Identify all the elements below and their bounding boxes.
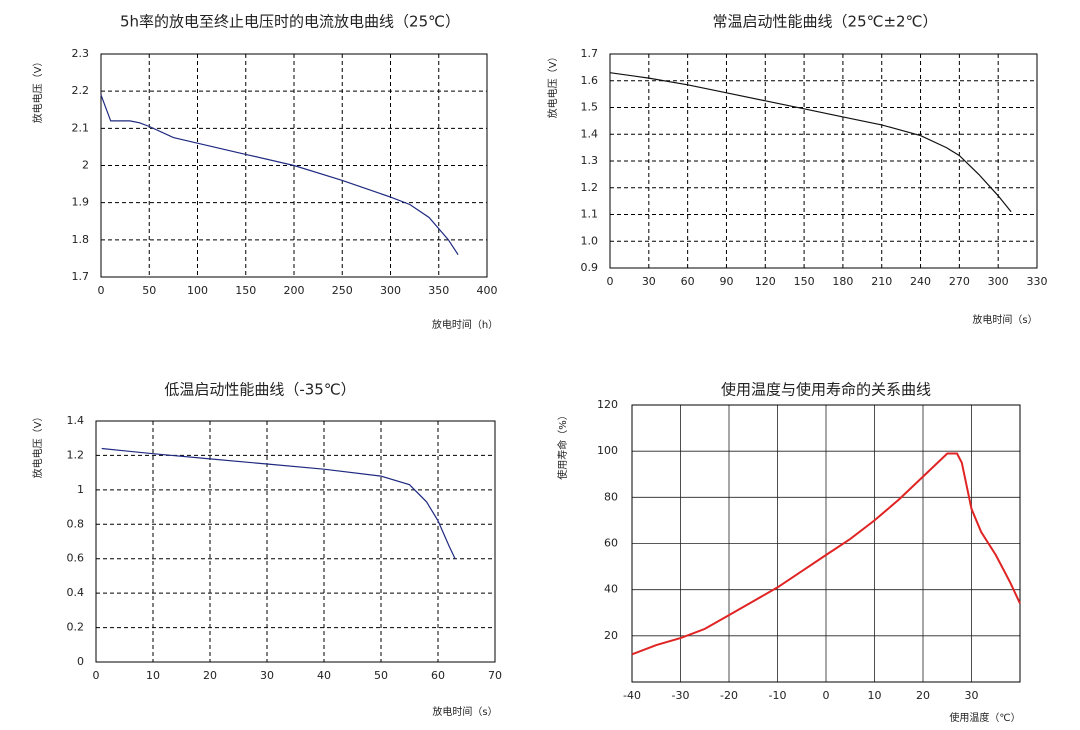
x-tick-label: 60 (431, 669, 445, 682)
y-tick-label: 1.6 (581, 74, 599, 87)
x-tick-label: 30 (260, 669, 274, 682)
x-tick-label: 150 (794, 275, 815, 288)
x-tick-label: -10 (769, 689, 787, 702)
y-tick-label: 1.9 (72, 196, 90, 209)
x-tick-label: 20 (916, 689, 930, 702)
y-tick-label: 2.3 (72, 47, 90, 60)
x-tick-label: 0 (93, 669, 100, 682)
x-tick-label: 350 (428, 284, 449, 297)
y-tick-label: 120 (597, 398, 618, 411)
y-tick-label: 1.7 (581, 47, 599, 60)
x-tick-label: 100 (187, 284, 208, 297)
y-tick-label: 0.9 (581, 261, 599, 274)
plot-frame (95, 420, 496, 663)
x-tick-label: -20 (720, 689, 738, 702)
x-axis-label: 放电时间（s） (432, 705, 497, 718)
plot-frame (631, 404, 1021, 683)
y-tick-label: 1 (77, 483, 84, 496)
y-axis-label: 放电电压（V） (31, 412, 44, 479)
x-tick-label: 300 (380, 284, 401, 297)
y-tick-label: 60 (604, 537, 618, 550)
y-tick-label: 1.5 (581, 101, 599, 114)
x-tick-label: 30 (642, 275, 656, 288)
y-tick-label: 1.8 (72, 233, 90, 246)
x-tick-label: 300 (988, 275, 1009, 288)
x-tick-label: 70 (488, 669, 502, 682)
y-tick-label: 80 (604, 490, 618, 503)
x-tick-label: 10 (868, 689, 882, 702)
y-tick-label: 0.6 (67, 552, 85, 565)
y-tick-label: 1.2 (67, 448, 85, 461)
plot-frame (100, 53, 488, 278)
y-tick-label: 2.2 (72, 84, 90, 97)
x-axis-label: 放电时间（h） (432, 318, 498, 331)
chart-panel: 5h率的放电至终止电压时的电流放电曲线（25℃） 放电电压（V） 放电时间（h） 1.… (31, 13, 498, 332)
x-tick-label: 0 (607, 275, 614, 288)
y-tick-label: 1.0 (581, 234, 599, 247)
x-tick-label: 240 (910, 275, 931, 288)
x-tick-label: 90 (719, 275, 733, 288)
chart-title: 常温启动性能曲线（25℃±2℃） (713, 13, 938, 31)
x-tick-label: 0 (98, 284, 105, 297)
x-tick-label: 60 (681, 275, 695, 288)
y-tick-label: 40 (604, 583, 618, 596)
y-axis-label: 使用寿命（%） (556, 410, 569, 480)
x-axis-label: 使用温度（℃） (949, 711, 1020, 724)
y-tick-label: 20 (604, 629, 618, 642)
x-tick-label: -40 (623, 689, 641, 702)
chart-panel: 常温启动性能曲线（25℃±2℃） 放电电压（V） 放电时间（s） 0.9 1.0 1.1 1… (546, 13, 1048, 327)
y-tick-label: 1.7 (72, 270, 90, 283)
x-tick-label: 210 (871, 275, 892, 288)
data-line (101, 447, 456, 559)
y-tick-label: 100 (597, 444, 618, 457)
data-line (100, 94, 459, 256)
y-tick-label: 0.4 (67, 586, 85, 599)
y-tick-label: 0 (77, 655, 84, 668)
x-tick-label: 20 (203, 669, 217, 682)
data-line (609, 72, 1012, 213)
chart-title: 5h率的放电至终止电压时的电流放电曲线（25℃） (120, 13, 460, 31)
x-tick-label: 250 (332, 284, 353, 297)
chart-title: 低温启动性能曲线（-35℃） (164, 381, 355, 399)
x-tick-label: 400 (477, 284, 498, 297)
x-tick-label: 10 (146, 669, 160, 682)
x-tick-label: 200 (284, 284, 305, 297)
y-tick-label: 0.2 (67, 621, 85, 634)
x-tick-label: -30 (672, 689, 690, 702)
chart-panel: 使用温度与使用寿命的关系曲线使用寿命（%）使用温度（℃）204060801001… (556, 381, 1021, 724)
x-tick-label: 50 (374, 669, 388, 682)
chart-panel: 低温启动性能曲线（-35℃） 放电电压（V） 放电时间（s） 0 0.2 0.4 0.6 0.… (31, 381, 502, 719)
chart-title: 使用温度与使用寿命的关系曲线 (721, 381, 931, 399)
x-tick-label: 180 (832, 275, 853, 288)
y-tick-label: 1.4 (67, 414, 85, 427)
data-line (631, 452, 1021, 656)
x-tick-label: 30 (965, 689, 979, 702)
y-axis-label: 放电电压（V） (31, 57, 44, 124)
x-tick-label: 120 (755, 275, 776, 288)
plot-frame (609, 53, 1038, 269)
y-tick-label: 2.1 (72, 121, 90, 134)
x-tick-label: 270 (949, 275, 970, 288)
y-tick-label: 1.3 (581, 154, 599, 167)
y-tick-label: 1.1 (581, 208, 599, 221)
y-tick-label: 0.8 (67, 517, 85, 530)
x-tick-label: 40 (317, 669, 331, 682)
x-tick-label: 150 (235, 284, 256, 297)
y-tick-label: 2 (82, 159, 89, 172)
y-axis-label: 放电电压（V） (546, 52, 559, 119)
x-tick-label: 50 (142, 284, 156, 297)
x-tick-label: 330 (1027, 275, 1048, 288)
y-tick-label: 1.2 (581, 181, 599, 194)
y-tick-label: 1.4 (581, 127, 599, 140)
x-axis-label: 放电时间（s） (972, 313, 1037, 326)
x-tick-label: 0 (823, 689, 830, 702)
